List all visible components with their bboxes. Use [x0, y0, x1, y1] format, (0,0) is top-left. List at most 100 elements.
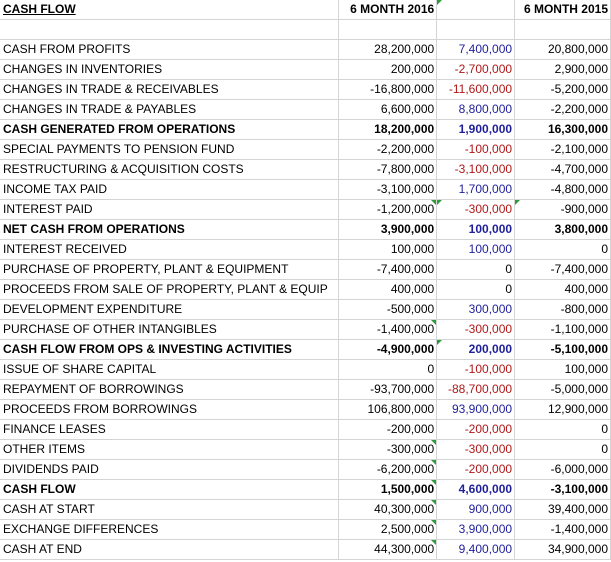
value-2016-cell[interactable]: 3,900,000 [338, 219, 438, 240]
difference-cell[interactable]: -300,000 [436, 199, 516, 220]
blank-cell[interactable] [338, 19, 438, 40]
difference-cell[interactable]: -300,000 [436, 319, 516, 340]
row-label-cell[interactable]: REPAYMENT OF BORROWINGS [0, 379, 340, 400]
row-label-cell[interactable]: ISSUE OF SHARE CAPITAL [0, 359, 340, 380]
difference-cell[interactable]: 0 [436, 259, 516, 280]
row-label-cell[interactable]: INCOME TAX PAID [0, 179, 340, 200]
value-2016-cell[interactable]: -16,800,000 [338, 79, 438, 100]
value-2016-cell[interactable]: -3,100,000 [338, 179, 438, 200]
row-label-cell[interactable]: CHANGES IN TRADE & RECEIVABLES [0, 79, 340, 100]
difference-cell[interactable]: 100,000 [436, 219, 516, 240]
difference-cell[interactable]: 7,400,000 [436, 39, 516, 60]
value-2015-cell[interactable]: 100,000 [514, 359, 611, 380]
value-2015-cell[interactable]: -4,800,000 [514, 179, 611, 200]
sheet-title-cell[interactable]: CASH FLOW [0, 0, 340, 20]
blank-cell[interactable] [0, 19, 340, 40]
difference-cell[interactable]: -200,000 [436, 459, 516, 480]
value-2015-cell[interactable]: -5,200,000 [514, 79, 611, 100]
value-2015-cell[interactable]: 12,900,000 [514, 399, 611, 420]
value-2015-cell[interactable]: -3,100,000 [514, 479, 611, 500]
value-2016-cell[interactable]: -93,700,000 [338, 379, 438, 400]
value-2016-cell[interactable]: -6,200,000 [338, 459, 438, 480]
value-2016-cell[interactable]: -1,200,000 [338, 199, 438, 220]
row-label-cell[interactable]: CASH AT START [0, 499, 340, 520]
difference-cell[interactable]: -88,700,000 [436, 379, 516, 400]
blank-cell[interactable] [514, 19, 611, 40]
row-label-cell[interactable]: DEVELOPMENT EXPENDITURE [0, 299, 340, 320]
value-2016-cell[interactable]: -200,000 [338, 419, 438, 440]
value-2016-cell[interactable]: 28,200,000 [338, 39, 438, 60]
value-2016-cell[interactable]: 2,500,000 [338, 519, 438, 540]
value-2016-cell[interactable]: -2,200,000 [338, 139, 438, 160]
value-2016-cell[interactable]: 106,800,000 [338, 399, 438, 420]
row-label-cell[interactable]: PURCHASE OF PROPERTY, PLANT & EQUIPMENT [0, 259, 340, 280]
difference-cell[interactable]: 200,000 [436, 339, 516, 360]
header-2016-cell[interactable]: 6 MONTH 2016 [338, 0, 438, 20]
difference-cell[interactable]: -200,000 [436, 419, 516, 440]
difference-cell[interactable]: -300,000 [436, 439, 516, 460]
row-label-cell[interactable]: INTEREST RECEIVED [0, 239, 340, 260]
value-2016-cell[interactable]: 18,200,000 [338, 119, 438, 140]
value-2015-cell[interactable]: -4,700,000 [514, 159, 611, 180]
row-label-cell[interactable]: SPECIAL PAYMENTS TO PENSION FUND [0, 139, 340, 160]
row-label-cell[interactable]: INTEREST PAID [0, 199, 340, 220]
value-2015-cell[interactable]: 400,000 [514, 279, 611, 300]
difference-cell[interactable]: -100,000 [436, 359, 516, 380]
value-2015-cell[interactable]: 39,400,000 [514, 499, 611, 520]
value-2016-cell[interactable]: 44,300,000 [338, 539, 438, 560]
row-label-cell[interactable]: CASH FLOW [0, 479, 340, 500]
value-2016-cell[interactable]: -7,800,000 [338, 159, 438, 180]
difference-cell[interactable]: -2,700,000 [436, 59, 516, 80]
difference-cell[interactable]: -11,600,000 [436, 79, 516, 100]
row-label-cell[interactable]: NET CASH FROM OPERATIONS [0, 219, 340, 240]
row-label-cell[interactable]: DIVIDENDS PAID [0, 459, 340, 480]
difference-cell[interactable]: 100,000 [436, 239, 516, 260]
value-2015-cell[interactable]: -7,400,000 [514, 259, 611, 280]
row-label-cell[interactable]: CASH FROM PROFITS [0, 39, 340, 60]
header-diff-cell[interactable] [436, 0, 516, 20]
value-2016-cell[interactable]: 40,300,000 [338, 499, 438, 520]
value-2016-cell[interactable]: 0 [338, 359, 438, 380]
value-2016-cell[interactable]: 100,000 [338, 239, 438, 260]
value-2016-cell[interactable]: -1,400,000 [338, 319, 438, 340]
difference-cell[interactable]: -3,100,000 [436, 159, 516, 180]
difference-cell[interactable]: -100,000 [436, 139, 516, 160]
row-label-cell[interactable]: OTHER ITEMS [0, 439, 340, 460]
value-2016-cell[interactable]: -500,000 [338, 299, 438, 320]
value-2015-cell[interactable]: 16,300,000 [514, 119, 611, 140]
header-2015-cell[interactable]: 6 MONTH 2015 [514, 0, 611, 20]
value-2015-cell[interactable]: 2,900,000 [514, 59, 611, 80]
row-label-cell[interactable]: PROCEEDS FROM BORROWINGS [0, 399, 340, 420]
value-2016-cell[interactable]: 400,000 [338, 279, 438, 300]
value-2015-cell[interactable]: 3,800,000 [514, 219, 611, 240]
difference-cell[interactable]: 900,000 [436, 499, 516, 520]
value-2015-cell[interactable]: 0 [514, 419, 611, 440]
value-2015-cell[interactable]: -1,400,000 [514, 519, 611, 540]
value-2015-cell[interactable]: -900,000 [514, 199, 611, 220]
value-2016-cell[interactable]: -300,000 [338, 439, 438, 460]
row-label-cell[interactable]: FINANCE LEASES [0, 419, 340, 440]
value-2016-cell[interactable]: -7,400,000 [338, 259, 438, 280]
value-2016-cell[interactable]: 1,500,000 [338, 479, 438, 500]
value-2016-cell[interactable]: 6,600,000 [338, 99, 438, 120]
row-label-cell[interactable]: CASH GENERATED FROM OPERATIONS [0, 119, 340, 140]
difference-cell[interactable]: 8,800,000 [436, 99, 516, 120]
row-label-cell[interactable]: CASH AT END [0, 539, 340, 560]
value-2015-cell[interactable]: 34,900,000 [514, 539, 611, 560]
row-label-cell[interactable]: PURCHASE OF OTHER INTANGIBLES [0, 319, 340, 340]
value-2015-cell[interactable]: -1,100,000 [514, 319, 611, 340]
row-label-cell[interactable]: CHANGES IN INVENTORIES [0, 59, 340, 80]
value-2015-cell[interactable]: -6,000,000 [514, 459, 611, 480]
difference-cell[interactable]: 0 [436, 279, 516, 300]
row-label-cell[interactable]: PROCEEDS FROM SALE OF PROPERTY, PLANT & … [0, 279, 340, 300]
row-label-cell[interactable]: RESTRUCTURING & ACQUISITION COSTS [0, 159, 340, 180]
difference-cell[interactable]: 9,400,000 [436, 539, 516, 560]
difference-cell[interactable]: 3,900,000 [436, 519, 516, 540]
blank-cell[interactable] [436, 19, 516, 40]
difference-cell[interactable]: 4,600,000 [436, 479, 516, 500]
value-2016-cell[interactable]: -4,900,000 [338, 339, 438, 360]
value-2015-cell[interactable]: -5,100,000 [514, 339, 611, 360]
row-label-cell[interactable]: CHANGES IN TRADE & PAYABLES [0, 99, 340, 120]
value-2015-cell[interactable]: -800,000 [514, 299, 611, 320]
value-2015-cell[interactable]: -2,200,000 [514, 99, 611, 120]
